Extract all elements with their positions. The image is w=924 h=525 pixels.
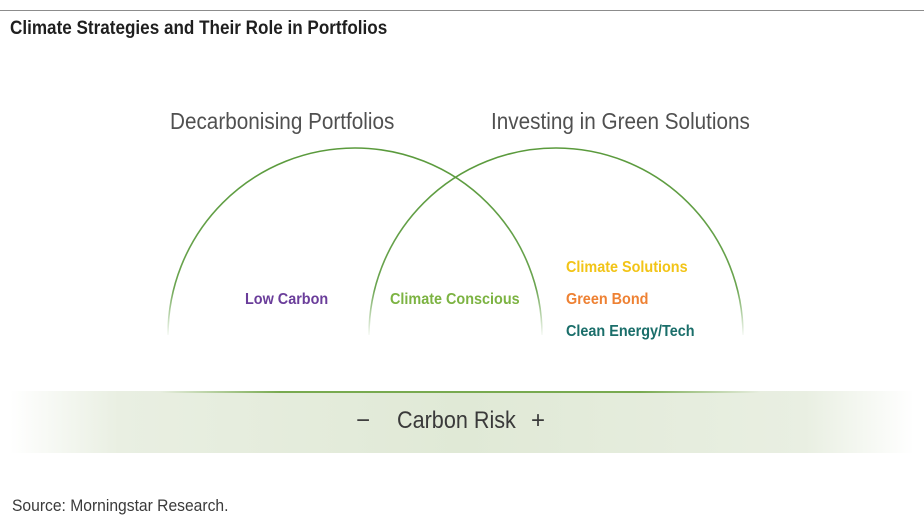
decarbonising-portfolios-label: Decarbonising Portfolios bbox=[170, 108, 395, 134]
figure-title: Climate Strategies and Their Role in Por… bbox=[10, 18, 388, 39]
minus-symbol: − bbox=[356, 407, 371, 434]
clean-energy-tech-label: Clean Energy/Tech bbox=[566, 323, 695, 340]
carbon-risk-band-top-line bbox=[160, 391, 760, 393]
climate-conscious-label: Climate Conscious bbox=[390, 291, 520, 308]
carbon-risk-band bbox=[10, 391, 914, 453]
low-carbon-label: Low Carbon bbox=[245, 291, 329, 308]
decarbonising-arc bbox=[167, 147, 543, 336]
climate-solutions-label: Climate Solutions bbox=[566, 259, 688, 276]
green-bond-label: Green Bond bbox=[566, 291, 649, 308]
carbon-risk-label: Carbon Risk bbox=[397, 407, 516, 434]
source-note: Source: Morningstar Research. bbox=[12, 496, 229, 515]
top-rule bbox=[0, 10, 924, 11]
investing-green-solutions-label: Investing in Green Solutions bbox=[491, 108, 750, 134]
green-solutions-arc bbox=[368, 147, 744, 336]
plus-symbol: + bbox=[531, 407, 546, 434]
